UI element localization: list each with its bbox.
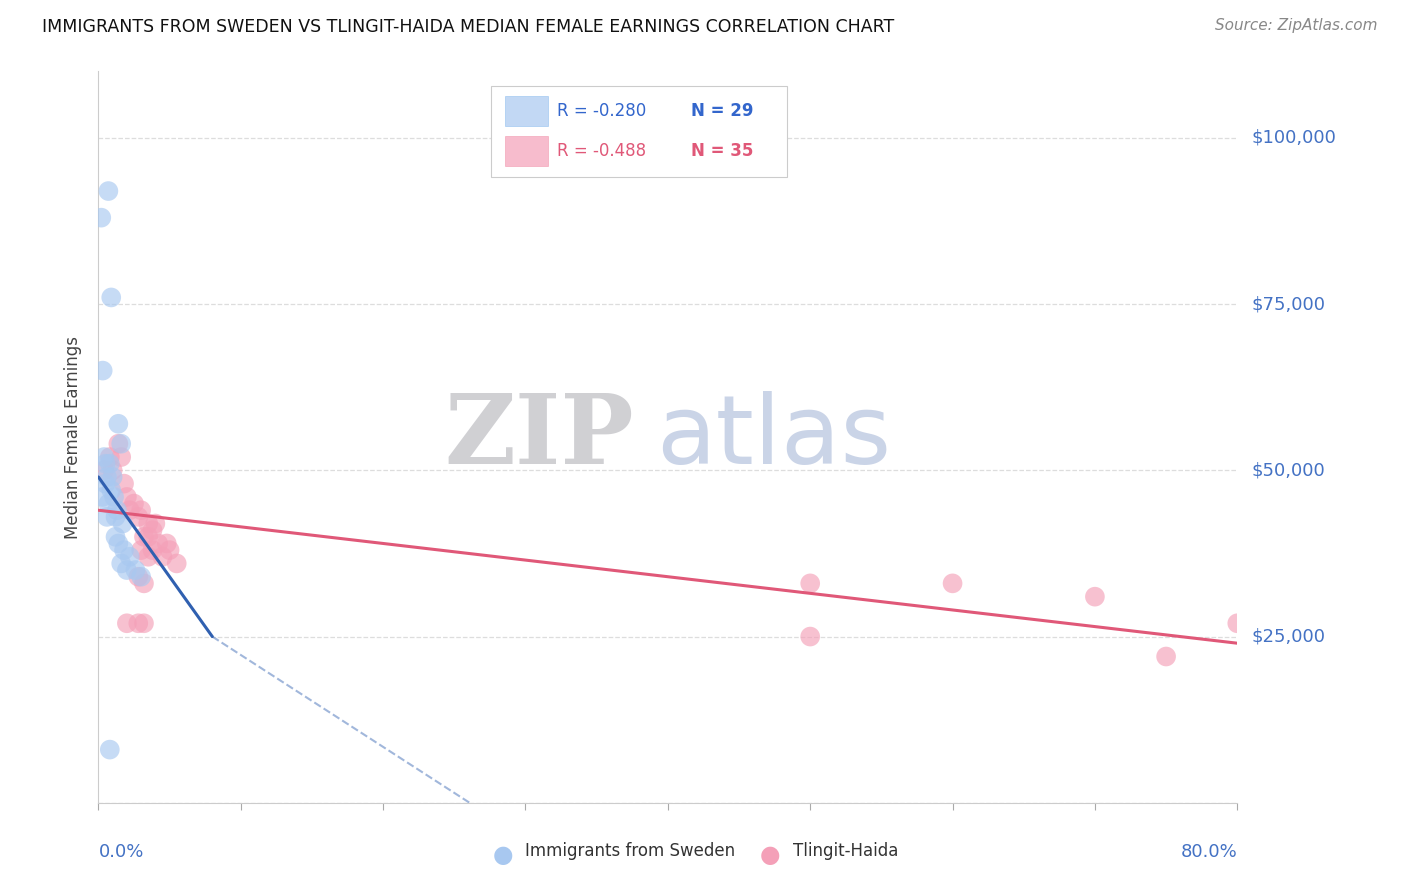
- Text: R = -0.280: R = -0.280: [557, 102, 647, 120]
- Point: [136, 549, 159, 564]
- Point: [98, 742, 121, 756]
- Point: [159, 543, 181, 558]
- Text: Immigrants from Sweden: Immigrants from Sweden: [526, 841, 735, 860]
- Point: [127, 616, 149, 631]
- Point: [136, 516, 159, 531]
- Point: [1226, 616, 1249, 631]
- Point: [111, 516, 134, 531]
- Text: IMMIGRANTS FROM SWEDEN VS TLINGIT-HAIDA MEDIAN FEMALE EARNINGS CORRELATION CHART: IMMIGRANTS FROM SWEDEN VS TLINGIT-HAIDA …: [42, 18, 894, 36]
- Point: [96, 509, 118, 524]
- Point: [96, 470, 118, 484]
- Point: [122, 497, 145, 511]
- Point: [97, 497, 120, 511]
- Point: [799, 576, 821, 591]
- Point: [94, 457, 117, 471]
- Text: 0.0%: 0.0%: [98, 843, 143, 861]
- Point: [100, 290, 122, 304]
- Point: [110, 436, 132, 450]
- Point: [115, 563, 138, 577]
- Point: [156, 536, 179, 550]
- Point: [132, 576, 155, 591]
- Point: [93, 450, 115, 464]
- Point: [127, 509, 149, 524]
- Point: [129, 503, 152, 517]
- Point: [166, 557, 188, 571]
- Point: [1154, 649, 1177, 664]
- Text: R = -0.488: R = -0.488: [557, 143, 647, 161]
- Point: [112, 476, 135, 491]
- Text: atlas: atlas: [657, 391, 891, 483]
- Point: [115, 490, 138, 504]
- Point: [107, 417, 129, 431]
- Point: [141, 523, 163, 537]
- Point: [93, 463, 115, 477]
- Point: [110, 450, 132, 464]
- Point: [98, 457, 121, 471]
- FancyBboxPatch shape: [505, 96, 548, 126]
- Point: [115, 616, 138, 631]
- Point: [100, 483, 122, 498]
- Point: [98, 450, 121, 464]
- Point: [104, 509, 127, 524]
- Text: N = 35: N = 35: [690, 143, 754, 161]
- Point: [118, 503, 141, 517]
- Text: ZIP: ZIP: [444, 390, 634, 484]
- Text: $50,000: $50,000: [1251, 461, 1324, 479]
- Point: [152, 549, 174, 564]
- Point: [94, 476, 117, 491]
- Point: [97, 184, 120, 198]
- Point: [104, 530, 127, 544]
- Point: [942, 576, 965, 591]
- Point: [136, 530, 159, 544]
- FancyBboxPatch shape: [505, 136, 548, 167]
- Point: [107, 436, 129, 450]
- Text: ●: ●: [761, 843, 780, 867]
- Point: [129, 570, 152, 584]
- Point: [112, 543, 135, 558]
- Point: [105, 503, 128, 517]
- Point: [91, 363, 114, 377]
- Point: [141, 543, 163, 558]
- Point: [127, 570, 149, 584]
- Point: [101, 463, 124, 477]
- Point: [91, 490, 114, 504]
- Point: [132, 530, 155, 544]
- Point: [103, 490, 125, 504]
- Point: [110, 557, 132, 571]
- Text: Tlingit-Haida: Tlingit-Haida: [793, 841, 898, 860]
- Point: [90, 211, 112, 225]
- Point: [799, 630, 821, 644]
- Point: [145, 516, 167, 531]
- Point: [129, 543, 152, 558]
- Text: Source: ZipAtlas.com: Source: ZipAtlas.com: [1215, 18, 1378, 33]
- Text: ●: ●: [492, 843, 513, 867]
- FancyBboxPatch shape: [491, 86, 787, 178]
- Point: [124, 563, 146, 577]
- Point: [1084, 590, 1107, 604]
- Point: [118, 549, 141, 564]
- Y-axis label: Median Female Earnings: Median Female Earnings: [65, 335, 83, 539]
- Text: $25,000: $25,000: [1251, 628, 1326, 646]
- Text: $75,000: $75,000: [1251, 295, 1326, 313]
- Text: N = 29: N = 29: [690, 102, 754, 120]
- Text: $100,000: $100,000: [1251, 128, 1336, 147]
- Point: [107, 536, 129, 550]
- Point: [101, 470, 124, 484]
- Point: [148, 536, 170, 550]
- Text: 80.0%: 80.0%: [1181, 843, 1237, 861]
- Point: [132, 616, 155, 631]
